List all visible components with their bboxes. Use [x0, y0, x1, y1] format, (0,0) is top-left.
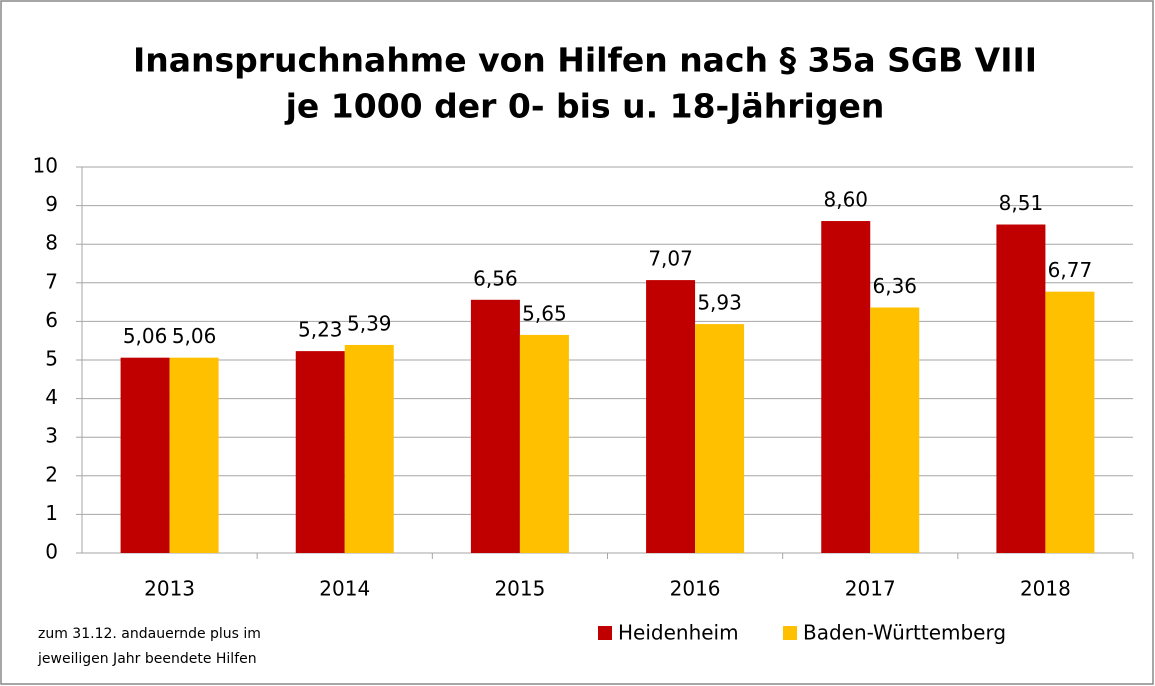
bar [295, 351, 345, 553]
y-tick-label: 1 [45, 501, 58, 525]
value-label: 5,39 [347, 311, 392, 335]
bar [120, 357, 170, 553]
x-tick-label: 2018 [1020, 577, 1071, 601]
value-label: 6,56 [473, 266, 518, 290]
x-tick-label: 2013 [144, 577, 195, 601]
x-tick-label: 2015 [494, 577, 545, 601]
value-label: 8,51 [999, 191, 1044, 215]
legend-label: Heidenheim [618, 621, 739, 645]
y-tick-label: 4 [45, 385, 58, 409]
y-tick-label: 3 [45, 424, 58, 448]
x-tick-label: 2016 [670, 577, 721, 601]
bar [169, 357, 219, 553]
y-tick-label: 5 [45, 347, 58, 371]
bar [821, 221, 871, 554]
value-label: 5,93 [697, 291, 742, 315]
value-label: 5,23 [298, 318, 343, 342]
bar [695, 324, 745, 553]
y-tick-label: 2 [45, 462, 58, 486]
footnote: jeweiligen Jahr beendete Hilfen [37, 651, 257, 667]
legend-swatch [783, 626, 797, 640]
value-label: 8,60 [823, 188, 868, 212]
footnote: zum 31.12. andauernde plus im [38, 626, 261, 642]
bar [646, 280, 696, 553]
y-tick-label: 0 [45, 540, 58, 564]
value-label: 5,06 [123, 324, 168, 348]
bar [470, 299, 520, 553]
value-label: 7,07 [648, 247, 693, 271]
bar [1045, 291, 1095, 553]
bar [870, 307, 920, 553]
value-label: 6,77 [1048, 258, 1093, 282]
x-tick-label: 2014 [319, 577, 370, 601]
y-tick-label: 10 [33, 154, 58, 178]
value-label: 5,65 [522, 301, 567, 325]
chart-title: Inanspruchnahme von Hilfen nach § 35a SG… [133, 41, 1037, 80]
y-tick-label: 8 [45, 231, 58, 255]
legend-swatch [598, 626, 612, 640]
y-tick-label: 6 [45, 308, 58, 332]
bar [519, 334, 569, 553]
x-tick-label: 2017 [845, 577, 896, 601]
legend-label: Baden-Württemberg [803, 621, 1006, 645]
y-tick-label: 9 [45, 192, 58, 216]
bar [344, 344, 394, 553]
bar [996, 224, 1046, 553]
value-label: 5,06 [172, 324, 217, 348]
value-label: 6,36 [872, 274, 917, 298]
chart-subtitle: je 1000 der 0- bis u. 18-Jährigen [284, 87, 885, 126]
y-tick-label: 7 [45, 269, 58, 293]
